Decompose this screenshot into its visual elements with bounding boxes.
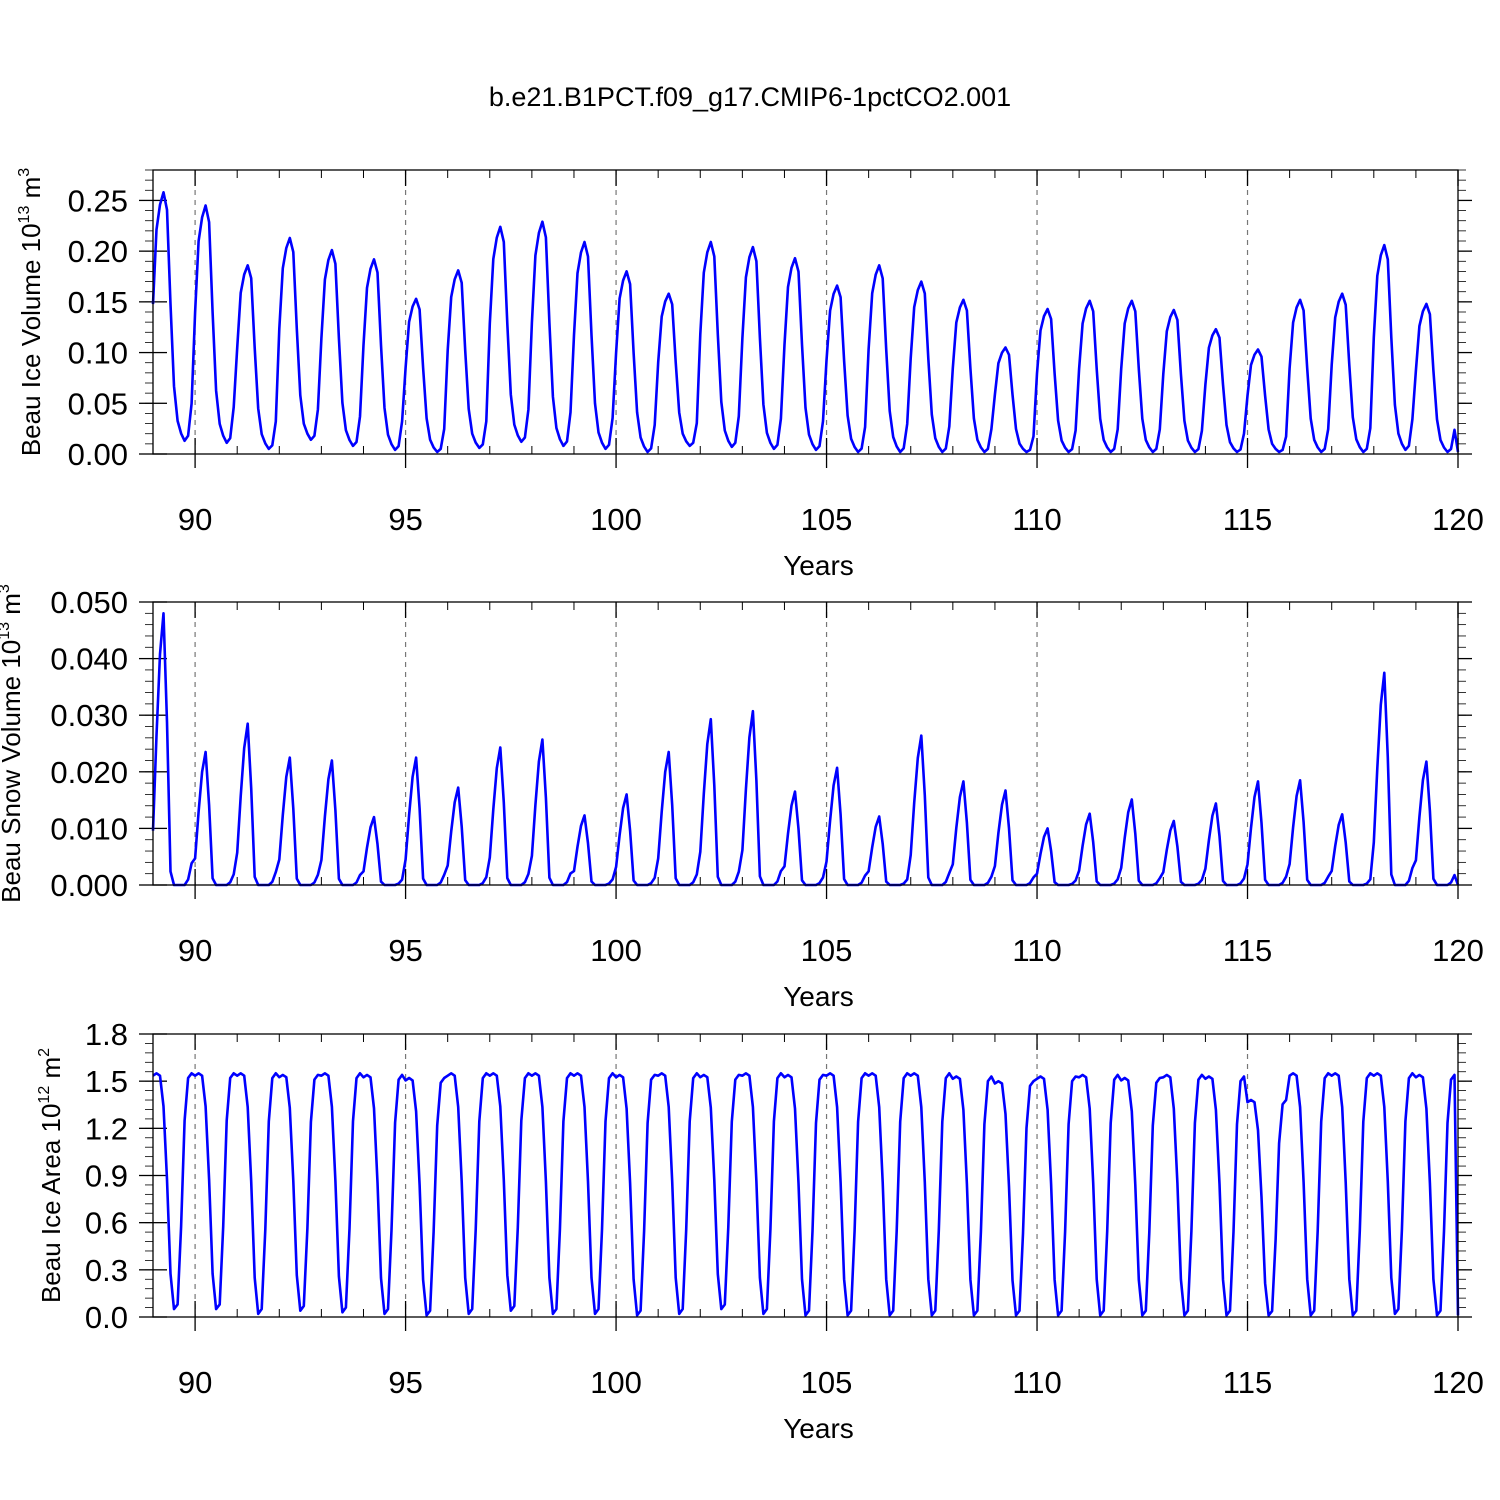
y-axis-label: Beau Ice Volume 1013 m3: [16, 168, 46, 456]
x-tick-label: 95: [388, 933, 422, 968]
x-tick-label: 100: [590, 502, 642, 537]
y-tick-label: 0.9: [85, 1159, 128, 1194]
y-tick-label: 0.0: [85, 1300, 128, 1335]
y-tick-label: 1.5: [85, 1064, 128, 1099]
panel-2: 90 95 100 105 110 115 120 0.000 0.010 0.020 0.030 0…: [0, 584, 1484, 1012]
y-tick-label: 0.15: [68, 285, 128, 320]
x-tick-label: 100: [590, 1365, 642, 1400]
x-tick-label: 110: [1012, 502, 1061, 537]
series-line: [151, 191, 1460, 454]
y-tick-label: 0.10: [68, 336, 128, 371]
y-tick-label: 0.05: [68, 386, 128, 421]
y-tick-label: 0.030: [50, 698, 128, 733]
y-tick-label: 0.20: [68, 234, 128, 269]
y-tick-label: 1.8: [85, 1017, 128, 1052]
x-tick-label: 105: [801, 1365, 853, 1400]
y-tick-label: 1.2: [85, 1111, 128, 1146]
x-axis-label: Years: [783, 1413, 854, 1444]
x-tick-label: 120: [1432, 933, 1484, 968]
x-tick-label: 110: [1012, 1365, 1061, 1400]
x-tick-label: 95: [388, 502, 422, 537]
y-tick-label: 0.000: [50, 868, 128, 903]
y-tick-label: 0.040: [50, 642, 128, 677]
x-tick-label: 120: [1432, 502, 1484, 537]
series-line: [151, 612, 1460, 887]
x-tick-label: 100: [590, 933, 642, 968]
panel-3: 90 95 100 105 110 115 120 0.0 0.3 0.6 0.9 1.2 1.5 1.8…: [36, 1017, 1484, 1444]
x-tick-label: 105: [801, 502, 853, 537]
plot-frame: [152, 601, 1459, 886]
x-tick-label: 90: [178, 1365, 212, 1400]
panel-1: 90 95 100 105 110 115 120 0.00 0.05 0.10 0.15 0.20 0…: [16, 168, 1484, 581]
x-tick-label: 110: [1012, 933, 1061, 968]
y-tick-label: 0.6: [85, 1206, 128, 1241]
x-tick-label: 115: [1223, 502, 1272, 537]
series-line: [152, 1072, 1460, 1317]
x-tick-label: 90: [178, 933, 212, 968]
x-tick-label: 115: [1223, 933, 1272, 968]
y-tick-label: 0.25: [68, 183, 128, 218]
y-tick-label: 0.010: [50, 811, 128, 846]
y-tick-label: 0.020: [50, 755, 128, 790]
plot-frame: [152, 169, 1459, 455]
y-axis-label: Beau Snow Volume 1013 m3: [0, 584, 26, 903]
plot-frame: [152, 1033, 1459, 1318]
x-axis-label: Years: [783, 550, 854, 581]
y-axis-label: Beau Ice Area 1012 m2: [36, 1048, 66, 1303]
x-tick-label: 115: [1223, 1365, 1272, 1400]
x-tick-label: 105: [801, 933, 853, 968]
x-tick-label: 95: [388, 1365, 422, 1400]
y-tick-label: 0.3: [85, 1253, 128, 1288]
x-tick-label: 120: [1432, 1365, 1484, 1400]
y-tick-label: 0.050: [50, 585, 128, 620]
y-tick-label: 0.00: [68, 437, 128, 472]
chart-title: b.e21.B1PCT.f09_g17.CMIP6-1pctCO2.001: [489, 82, 1011, 112]
x-tick-label: 90: [178, 502, 212, 537]
x-axis-label: Years: [783, 981, 854, 1012]
